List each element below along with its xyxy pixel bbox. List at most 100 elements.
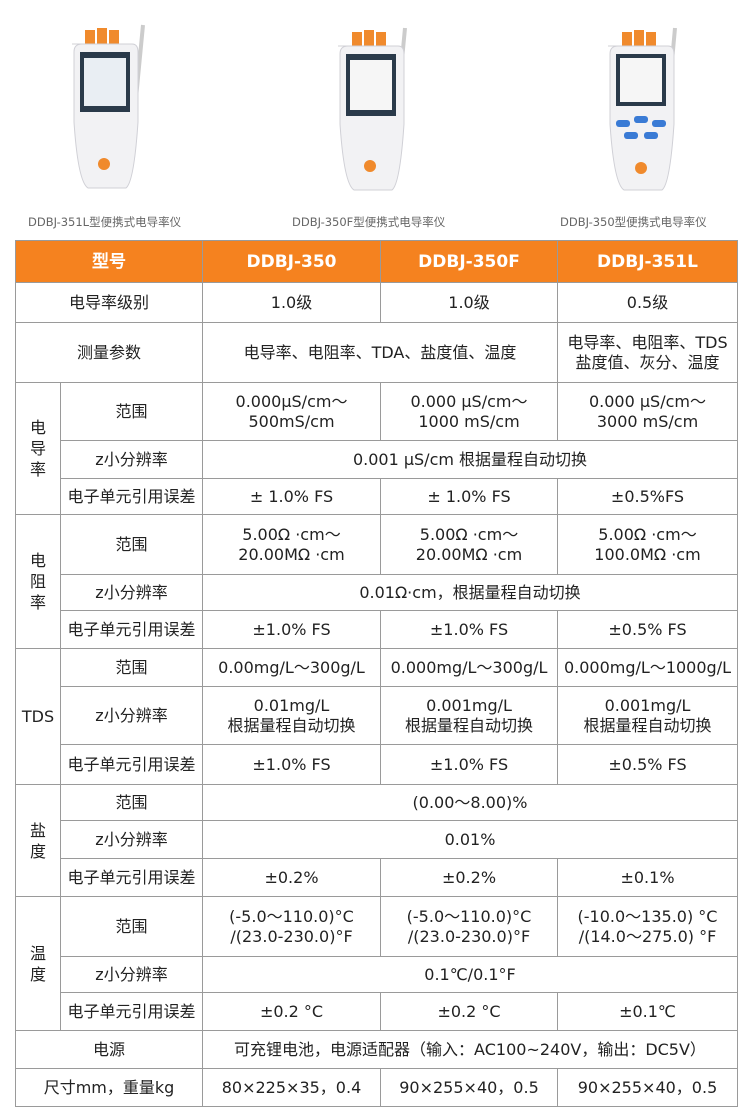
value-cell: 5.00Ω ·cm～ 20.00MΩ ·cm	[380, 514, 558, 575]
value-cell: 80×225×35，0.4	[202, 1068, 381, 1107]
group-label-text: 电阻率	[29, 551, 46, 612]
value-cell: ± 1.0% FS	[202, 478, 381, 515]
table-row: 电子单元引用误差 ±1.0% FS ±1.0% FS ±0.5% FS	[16, 610, 738, 649]
row-label: 电子单元引用误差	[60, 478, 203, 515]
device-photo	[338, 27, 407, 191]
table-row: z小分辨率 0.01mg/L 根据量程自动切换 0.001mg/L 根据量程自动切换…	[16, 686, 738, 745]
value-cell: 可充锂电池，电源适配器（输入：AC100~240V，输出：DC5V）	[202, 1030, 738, 1069]
table-row: 电子单元引用误差 ±0.2% ±0.2% ±0.1%	[16, 858, 738, 897]
value-cell: 1.0级	[202, 282, 381, 323]
group-label: 盐度	[15, 784, 61, 897]
table-row: z小分辨率 0.001 μS/cm 根据量程自动切换	[16, 440, 738, 479]
row-label: 电源	[15, 1030, 203, 1069]
value-cell: (0.00～8.00)%	[202, 784, 738, 821]
value-cell: 0.001mg/L 根据量程自动切换	[557, 686, 738, 745]
value-cell: ±0.2%	[380, 858, 558, 897]
table-row: 电子单元引用误差 ±1.0% FS ±1.0% FS ±0.5% FS	[16, 744, 738, 785]
table-row: 电导率 范围 0.000μS/cm～ 500mS/cm 0.000 μS/cm～ 10…	[15, 382, 738, 515]
table-row: z小分辨率 0.01Ω·cm，根据量程自动切换	[16, 574, 738, 611]
row-label: z小分辨率	[60, 686, 203, 745]
row-label: 电子单元引用误差	[60, 858, 203, 897]
value-cell: 1.0级	[380, 282, 558, 323]
table-row: 测量参数 电导率、电阻率、TDA、盐度值、温度 电导率、电阻率、TDS 盐度值、灰分…	[15, 322, 738, 383]
table-row: 尺寸mm，重量kg 80×225×35，0.4 90×255×40，0.5 90×25…	[15, 1068, 738, 1107]
group-label-text: TDS	[21, 707, 55, 726]
row-label: z小分辨率	[60, 574, 203, 611]
value-cell: ±1.0% FS	[380, 744, 558, 785]
group-label-text: 盐度	[29, 820, 46, 861]
value-cell: 0.000mg/L～300g/L	[380, 648, 558, 687]
value-cell: ±0.2 °C	[202, 992, 381, 1031]
row-label: z小分辨率	[60, 820, 203, 859]
group-label-text: 温度	[29, 943, 46, 984]
device-photo	[72, 24, 145, 189]
row-label: 电子单元引用误差	[60, 992, 203, 1031]
row-label: 电导率级别	[15, 282, 203, 323]
value-cell: 5.00Ω ·cm～ 20.00MΩ ·cm	[202, 514, 381, 575]
row-label: 测量参数	[15, 322, 203, 383]
value-cell: 90×255×40，0.5	[380, 1068, 558, 1107]
value-cell: ±0.5%FS	[557, 478, 738, 515]
value-cell: 0.01Ω·cm，根据量程自动切换	[202, 574, 738, 611]
row-label: z小分辨率	[60, 440, 203, 479]
header-cell: DDBJ-351L	[557, 240, 738, 283]
value-cell: ±0.5% FS	[557, 744, 738, 785]
table-row: 电源 可充锂电池，电源适配器（输入：AC100~240V，输出：DC5V）	[15, 1030, 738, 1069]
row-label: 电子单元引用误差	[60, 610, 203, 649]
value-cell: ±1.0% FS	[202, 610, 381, 649]
group-label: 温度	[15, 896, 61, 1031]
group-label: 电导率	[15, 382, 61, 515]
value-cell: 0.001 μS/cm 根据量程自动切换	[202, 440, 738, 479]
table-row: 电阻率 范围 5.00Ω ·cm～ 20.00MΩ ·cm 5.00Ω ·cm～ 20…	[15, 514, 738, 649]
value-cell: 电导率、电阻率、TDS 盐度值、灰分、温度	[557, 322, 738, 383]
value-cell: 0.01%	[202, 820, 738, 859]
value-cell: 0.00mg/L～300g/L	[202, 648, 381, 687]
value-cell: ± 1.0% FS	[380, 478, 558, 515]
value-cell: 0.01mg/L 根据量程自动切换	[202, 686, 381, 745]
header-cell: DDBJ-350	[202, 240, 381, 283]
group-label: TDS	[15, 648, 61, 785]
value-cell: ±1.0% FS	[380, 610, 558, 649]
table-row: 电子单元引用误差 ± 1.0% FS ± 1.0% FS ±0.5%FS	[16, 478, 738, 515]
row-label: 范围	[60, 382, 203, 441]
table-row: 电子单元引用误差 ±0.2 °C ±0.2 °C ±0.1℃	[16, 992, 738, 1031]
row-label: 范围	[60, 784, 203, 821]
row-label: z小分辨率	[60, 956, 203, 993]
table-row: 温度 范围 (-5.0～110.0)°C /(23.0-230.0)°F (-5.0～…	[15, 896, 738, 1031]
table-row: z小分辨率 0.1℃/0.1°F	[16, 956, 738, 993]
value-cell: 0.000 μS/cm～ 1000 mS/cm	[380, 382, 558, 441]
value-cell: 0.1℃/0.1°F	[202, 956, 738, 993]
value-cell: 90×255×40，0.5	[557, 1068, 738, 1107]
product-photos	[72, 24, 677, 191]
header-row: 型号 DDBJ-350 DDBJ-350F DDBJ-351L	[15, 240, 738, 283]
group-label-text: 电导率	[29, 418, 46, 479]
value-cell: ±0.2%	[202, 858, 381, 897]
value-cell: (-5.0～110.0)°C /(23.0-230.0)°F	[380, 896, 558, 957]
value-cell: 0.000μS/cm～ 500mS/cm	[202, 382, 381, 441]
value-cell: 5.00Ω ·cm～ 100.0MΩ ·cm	[557, 514, 738, 575]
value-cell: 电导率、电阻率、TDA、盐度值、温度	[202, 322, 558, 383]
spec-table: 型号 DDBJ-350 DDBJ-350F DDBJ-351L 电导率级别 1.0级 1.0…	[15, 240, 738, 1107]
value-cell: ±0.1%	[557, 858, 738, 897]
table-row: 盐度 范围 (0.00～8.00)%	[15, 784, 738, 897]
row-label: 范围	[60, 514, 203, 575]
product-caption: DDBJ-351L型便携式电导率仪	[28, 215, 182, 229]
value-cell: ±0.1℃	[557, 992, 738, 1031]
value-cell: ±0.2 °C	[380, 992, 558, 1031]
row-label: 尺寸mm，重量kg	[15, 1068, 203, 1107]
value-cell: 0.000 μS/cm～ 3000 mS/cm	[557, 382, 738, 441]
value-cell: 0.000mg/L～1000g/L	[557, 648, 738, 687]
value-cell: ±0.5% FS	[557, 610, 738, 649]
header-cell: 型号	[15, 240, 203, 283]
value-cell: (-5.0～110.0)°C /(23.0-230.0)°F	[202, 896, 381, 957]
value-cell: 0.5级	[557, 282, 738, 323]
row-label: 电子单元引用误差	[60, 744, 203, 785]
group-label: 电阻率	[15, 514, 61, 649]
product-caption: DDBJ-350型便携式电导率仪	[560, 215, 707, 229]
header-cell: DDBJ-350F	[380, 240, 558, 283]
product-caption: DDBJ-350F型便携式电导率仪	[292, 215, 446, 229]
row-label: 范围	[60, 896, 203, 957]
table-row: 电导率级别 1.0级 1.0级 0.5级	[15, 282, 738, 323]
device-photo	[608, 27, 677, 191]
